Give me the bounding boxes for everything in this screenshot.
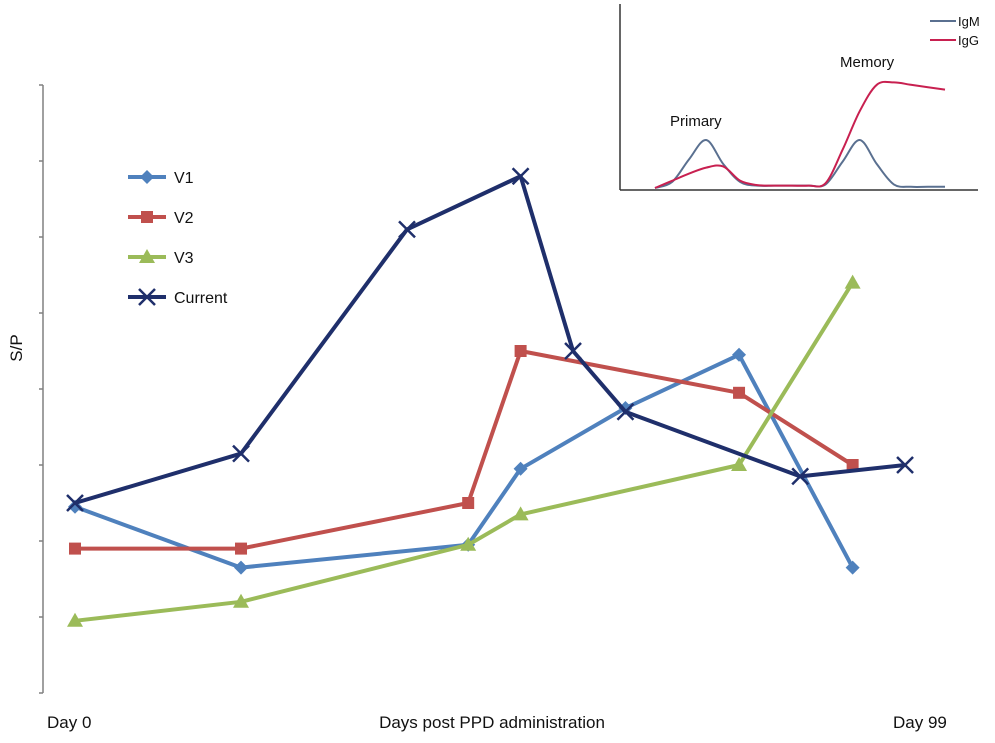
data-point	[511, 167, 530, 186]
legend-marker	[141, 211, 153, 223]
series-v1	[68, 347, 860, 575]
data-point	[733, 386, 746, 399]
data-point	[846, 459, 859, 471]
legend-label: V2	[174, 210, 194, 227]
legend: V1 V2 V3 Current	[128, 170, 228, 307]
inset-annotation-memory: Memory	[840, 54, 895, 71]
inset-legend-item: IgG	[930, 33, 979, 48]
legend-label: V3	[174, 250, 194, 267]
data-point	[234, 560, 249, 575]
series-current	[66, 167, 914, 512]
data-point	[232, 444, 250, 463]
inset-series-group	[654, 80, 946, 189]
data-point	[791, 467, 810, 486]
legend-label: V1	[174, 170, 194, 187]
inset-series-igg	[654, 80, 946, 189]
main-plot: S/P Day 0 Days post PPD administration D…	[7, 84, 947, 732]
legend-marker	[140, 170, 154, 184]
series-line	[74, 352, 855, 570]
inset-background	[618, 4, 978, 190]
data-point	[896, 456, 914, 474]
data-point	[398, 220, 416, 239]
data-point	[732, 347, 747, 362]
legend-label: Current	[174, 290, 228, 307]
inset-legend-label: IgG	[958, 33, 979, 48]
data-point	[462, 497, 475, 509]
legend-item: Current	[128, 288, 228, 307]
series-v2	[69, 345, 859, 555]
x-end-label: Day 99	[893, 713, 947, 732]
inset-legend: IgM IgG	[930, 14, 980, 48]
data-point	[845, 560, 860, 575]
series-group	[66, 167, 914, 627]
x-axis-label: Days post PPD administration	[379, 713, 605, 732]
data-point	[513, 461, 528, 476]
data-point	[844, 274, 861, 289]
series-line	[75, 349, 854, 551]
series-line	[74, 174, 906, 505]
series-v3	[67, 274, 861, 627]
data-point	[460, 536, 477, 551]
data-point	[66, 494, 84, 512]
data-point	[512, 506, 529, 521]
data-point	[69, 542, 81, 555]
data-point	[564, 342, 582, 360]
data-point	[731, 457, 748, 471]
inset-annotation-primary: Primary	[670, 113, 722, 130]
data-point	[235, 542, 248, 555]
legend-marker	[139, 249, 155, 263]
y-ticks	[39, 84, 43, 694]
data-point	[67, 612, 83, 627]
inset-chart: Primary Memory IgM IgG	[618, 4, 980, 191]
inset-legend-item: IgM	[930, 14, 980, 29]
legend-marker	[138, 288, 156, 306]
data-point	[616, 402, 635, 421]
data-point	[514, 345, 527, 357]
y-axis-label: S/P	[7, 334, 26, 361]
inset-legend-label: IgM	[958, 14, 980, 29]
legend-item: V2	[128, 210, 194, 227]
series-line	[74, 281, 855, 623]
x-start-label: Day 0	[47, 713, 91, 732]
legend-item: V1	[128, 170, 194, 187]
data-point	[233, 593, 250, 608]
legend-item: V3	[128, 249, 194, 267]
